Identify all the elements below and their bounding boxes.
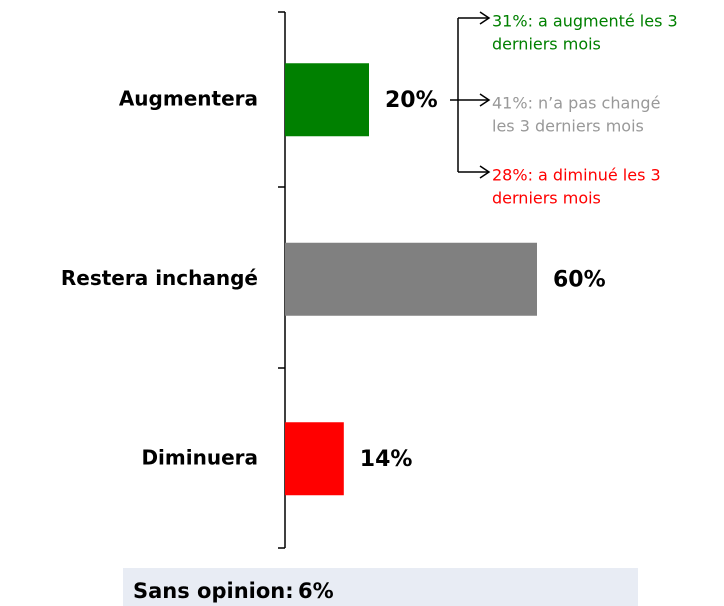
annotation: derniers mois bbox=[492, 189, 601, 208]
bracket bbox=[450, 11, 491, 179]
bar bbox=[285, 242, 537, 316]
footer-box bbox=[123, 568, 638, 606]
annotation: 31%: a augmenté les 3 bbox=[492, 12, 678, 31]
value-label: 14% bbox=[360, 447, 413, 472]
annotation: 41%: n’a pas changé bbox=[492, 94, 660, 113]
arrow-head bbox=[479, 11, 491, 25]
axis bbox=[278, 11, 286, 549]
annotation: les 3 derniers mois bbox=[492, 117, 644, 136]
category-label: Diminuera bbox=[141, 445, 258, 469]
bar bbox=[285, 63, 369, 137]
footer-value: 6% bbox=[298, 579, 334, 603]
bar bbox=[285, 422, 344, 496]
arrow-head bbox=[479, 93, 491, 107]
annotation: derniers mois bbox=[492, 35, 601, 54]
arrow-head bbox=[479, 165, 491, 179]
value-label: 20% bbox=[385, 88, 438, 113]
value-label: 60% bbox=[553, 267, 606, 292]
category-label: Augmentera bbox=[119, 86, 258, 110]
category-label: Restera inchangé bbox=[61, 266, 258, 290]
footer-label: Sans opinion: bbox=[133, 579, 294, 603]
annotation: 28%: a diminué les 3 bbox=[492, 166, 661, 185]
